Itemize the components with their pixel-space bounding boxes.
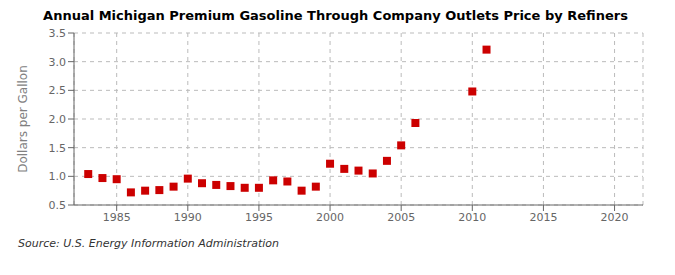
html-text:Source: U.S. Energy Informatio: Source: U.S. Energy Information Administ… xyxy=(18,237,279,250)
svg-text:2000: 2000 xyxy=(316,211,344,224)
svg-text:2015: 2015 xyxy=(529,211,557,224)
svg-text:2010: 2010 xyxy=(458,211,486,224)
svg-text:1995: 1995 xyxy=(245,211,273,224)
svg-text:2.0: 2.0 xyxy=(49,113,67,126)
svg-text:3.5: 3.5 xyxy=(49,27,67,40)
html-text:Annual Michigan Premium Gasoli: Annual Michigan Premium Gasoline Through… xyxy=(43,8,628,23)
svg-text:Dollars per Gallon: Dollars per Gallon xyxy=(16,65,30,173)
svg-text:1.5: 1.5 xyxy=(49,142,67,155)
svg-text:3.0: 3.0 xyxy=(49,56,67,69)
svg-text:2005: 2005 xyxy=(387,211,415,224)
svg-text:2.5: 2.5 xyxy=(49,84,67,97)
svg-text:1985: 1985 xyxy=(103,211,131,224)
svg-text:1990: 1990 xyxy=(174,211,202,224)
svg-text:1.0: 1.0 xyxy=(49,170,67,183)
svg-text:2020: 2020 xyxy=(601,211,629,224)
svg-text:0.5: 0.5 xyxy=(49,199,67,212)
